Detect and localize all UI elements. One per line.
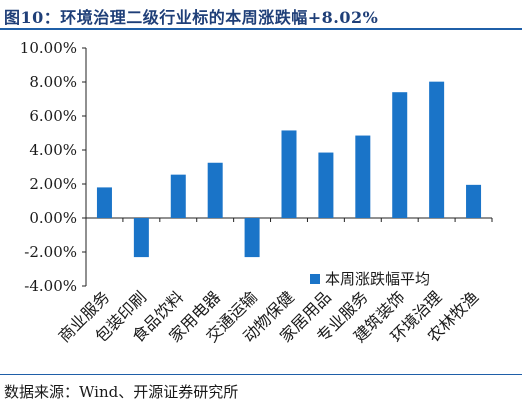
bar-环境治理: [429, 81, 445, 218]
bar-专业服务: [355, 135, 371, 218]
y-tick-label: 0.00%: [29, 209, 77, 227]
y-tick-label: -2.00%: [24, 243, 77, 261]
figure-title: 图10：环境治理二级行业标的本周涨跌幅+8.02%: [4, 8, 379, 27]
data-source-note: 数据来源：Wind、开源证券研究所: [4, 383, 239, 401]
legend-swatch: [310, 274, 320, 284]
y-tick-label: 4.00%: [29, 141, 77, 159]
y-tick-label: 10.00%: [20, 39, 77, 57]
legend-label: 本周涨跌幅平均: [325, 270, 430, 288]
y-tick-label: -4.00%: [24, 277, 77, 295]
bar-农林牧渔: [466, 184, 482, 218]
bar-建筑装饰: [392, 92, 408, 218]
y-tick-label: 2.00%: [29, 175, 77, 193]
bar-包装印刷: [133, 218, 149, 258]
title-bar: 图10：环境治理二级行业标的本周涨跌幅+8.02%: [0, 0, 522, 30]
bar-家居用品: [318, 152, 334, 218]
bar-食品饮料: [170, 174, 186, 218]
y-tick-label: 6.00%: [29, 107, 77, 125]
source-bar: 数据来源：Wind、开源证券研究所: [0, 374, 522, 405]
bar-交通运输: [244, 218, 260, 258]
bar-动物保健: [281, 130, 297, 218]
bar-chart: 10.00% 8.00% 6.00% 4.00% 2.00% 0.00% -2.00% -4.…: [20, 39, 493, 346]
y-tick-label: 8.00%: [29, 73, 77, 91]
bar-商业服务: [96, 187, 112, 218]
bar-家用电器: [207, 162, 223, 218]
